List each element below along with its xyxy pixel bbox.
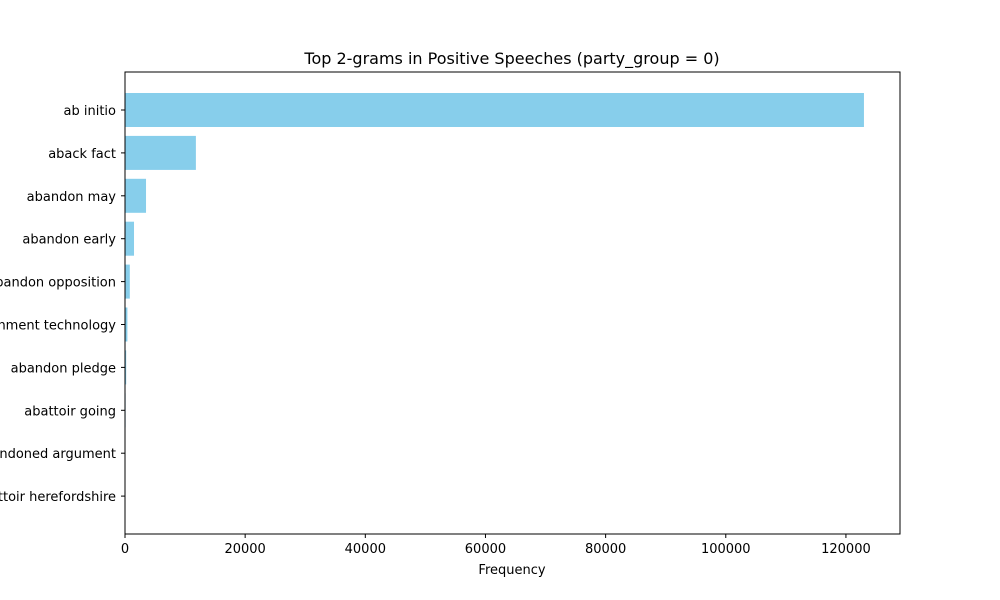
bar-3 <box>125 221 135 256</box>
x-tick-label: 40000 <box>345 542 386 557</box>
y-tick-label: ab initio <box>64 104 117 119</box>
y-axis-ticks: ab initio aback fact abandon may abandon ea… <box>0 104 125 505</box>
x-tick-label: 100000 <box>701 542 751 557</box>
chart-title: Top 2-grams in Positive Speeches (party_… <box>303 49 719 69</box>
bars-layer <box>125 93 864 514</box>
bar-6 <box>125 350 127 385</box>
y-tick-label: abandon early <box>22 233 116 248</box>
plot-frame <box>124 71 901 535</box>
x-tick-label: 120000 <box>821 542 871 557</box>
x-axis-label: Frequency <box>478 563 545 578</box>
y-tick-label: abandon opposition <box>0 276 116 291</box>
y-tick-label: abattoir herefordshire <box>0 490 116 505</box>
x-tick-label: 0 <box>121 542 129 557</box>
y-tick-label: aback fact <box>48 147 116 162</box>
y-tick-label: abandoned argument <box>0 447 116 462</box>
bar-5 <box>125 307 128 342</box>
x-tick-label: 80000 <box>585 542 626 557</box>
x-tick-label: 60000 <box>465 542 506 557</box>
y-tick-label: abattoir going <box>24 404 116 419</box>
x-axis-ticks: 0 20000 40000 60000 80000 100000 120000 <box>121 534 871 557</box>
bar-1 <box>125 135 196 170</box>
x-tick-label: 20000 <box>224 542 265 557</box>
bar-2 <box>125 178 147 213</box>
y-tick-label: abandon may <box>27 190 117 205</box>
y-tick-label: abandon pledge <box>11 361 116 376</box>
y-tick-label: abandonment technology <box>0 319 116 334</box>
bar-0 <box>125 93 864 127</box>
bar-4 <box>125 264 130 299</box>
